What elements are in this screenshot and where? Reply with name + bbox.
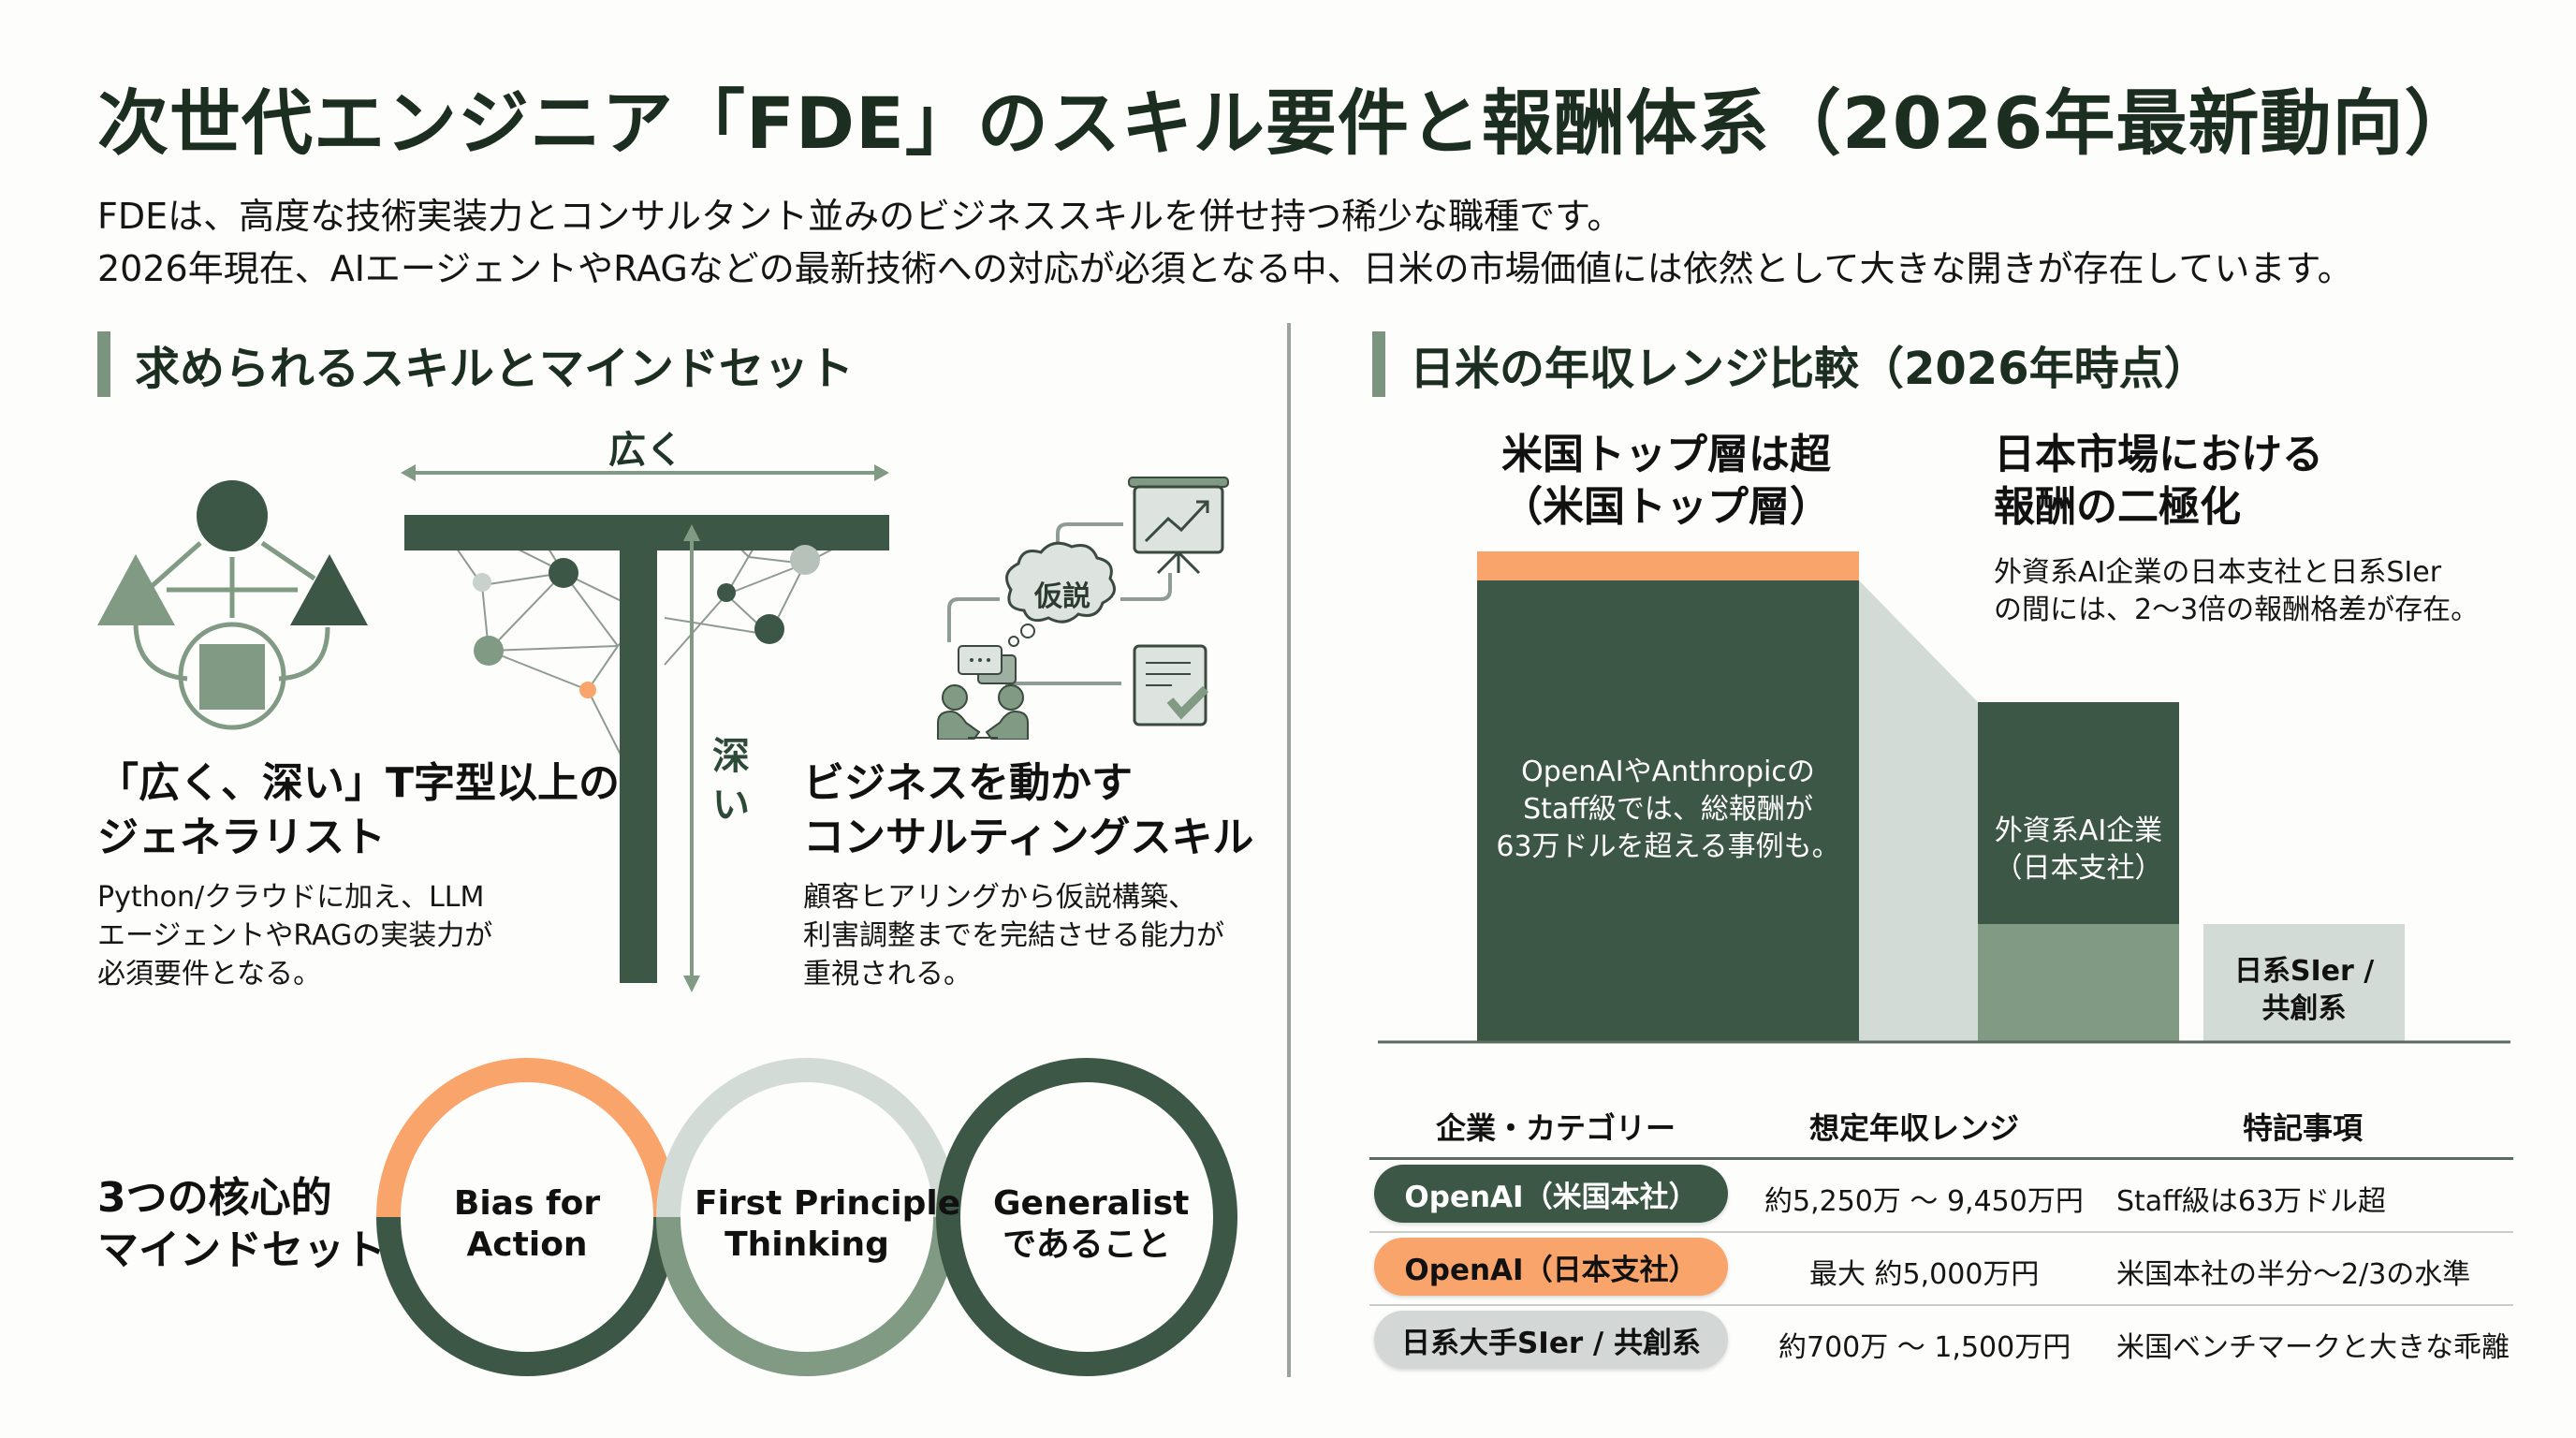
table-row-1-category: OpenAI（米国本社） (1374, 1165, 1728, 1223)
us-top-heading-line-1: 米国トップ層は超 (1501, 431, 1831, 478)
bar-sier-label: 日系SIer / 共創系 (2203, 953, 2405, 1028)
bar-us-label-line-3: 63万ドルを超える事例も。 (1496, 830, 1840, 863)
lead-line-2: 2026年現在、AIエージェントやRAGなどの最新技術への対応が必須となる中、日… (97, 248, 2353, 289)
ring-first-principle: First Principle Thinking (695, 1183, 961, 1266)
column-divider (1287, 323, 1291, 1377)
bar-foreign-jp-line-2: （日本支社） (1994, 852, 2163, 885)
ring-bias-for-action: Bias for Action (433, 1183, 621, 1266)
bar-sier-line-1: 日系SIer / (2233, 955, 2375, 988)
page-title: 次世代エンジニア「FDE」のスキル要件と報酬体系（2026年最新動向） (97, 81, 2477, 165)
consulting-block: ビジネスを動かす コンサルティングスキル 顧客ヒアリングから仮説構築、 利害調整… (803, 756, 1253, 993)
deep-label: 深い (712, 735, 750, 827)
ring-2-line-2: Thinking (724, 1225, 889, 1264)
generalist-body-line-2: エージェントやRAGの実装力が (97, 919, 493, 952)
table-header-category: 企業・カテゴリー (1435, 1110, 1676, 1146)
table-row-1-range: 約5,250万 〜 9,450万円 (1764, 1185, 2084, 1218)
generalist-title-line-1: 「広く、深い」T字型以上の (97, 759, 621, 807)
table-row-rule (1369, 1304, 2513, 1306)
consulting-title-line-1: ビジネスを動かす (803, 759, 1133, 807)
jp-market-heading-line-2: 報酬の二極化 (1994, 483, 2241, 531)
mindset-rings (376, 1058, 1237, 1376)
table-row-rule (1369, 1231, 2513, 1233)
consulting-body-line-1: 顧客ヒアリングから仮説構築、 (803, 881, 1196, 914)
jp-market-note-line-1: 外資系AI企業の日本支社と日系SIer (1994, 556, 2442, 589)
section-heading-text: 求められるスキルとマインドセット (135, 343, 855, 395)
bar-foreign-jp-line-1: 外資系AI企業 (1994, 814, 2163, 847)
bar-us-label-line-2: Staff級では、総報酬が (1523, 793, 1813, 826)
ring-1-line-1: Bias for (453, 1184, 601, 1223)
wide-label: 広く (608, 429, 683, 472)
salary-bar-chart (1378, 551, 2510, 1044)
mindset-label-line-2: マインドセット (97, 1226, 386, 1274)
t-shape-diagram (401, 464, 889, 992)
lead-line-1: FDEは、高度な技術実装力とコンサルタント並みのビジネススキルを併せ持つ稀少な職… (97, 196, 1623, 237)
section-heading-salary: 日米の年収レンジ比較（2026年時点） (1372, 331, 2209, 397)
table-row-2-note: 米国本社の半分〜2/3の水準 (2116, 1258, 2471, 1291)
section-heading-skills: 求められるスキルとマインドセット (97, 331, 854, 397)
bar-foreign-jp-label: 外資系AI企業 （日本支社） (1978, 813, 2179, 888)
ring-2-line-1: First Principle (695, 1184, 961, 1223)
generalist-body-line-1: Python/クラウドに加え、LLM (97, 881, 485, 914)
generalist-block: 「広く、深い」T字型以上の ジェネラリスト Python/クラウドに加え、LLM… (97, 756, 620, 993)
table-row-1-note: Staff級は63万ドル超 (2116, 1185, 2387, 1218)
table-header-range: 想定年収レンジ (1808, 1110, 2019, 1146)
jp-market-heading-line-1: 日本市場における (1994, 431, 2323, 478)
us-top-heading-line-2: （米国トップ層） (1501, 483, 1831, 531)
consulting-illustration (937, 477, 1229, 740)
ring-generalist: Generalist であること (993, 1183, 1190, 1266)
table-header-rule (1369, 1157, 2513, 1160)
us-top-heading: 米国トップ層は超 （米国トップ層） (1498, 429, 1835, 534)
ring-3-line-2: であること (1003, 1225, 1171, 1264)
mindset-label: 3つの核心的 マインドセット (97, 1172, 386, 1277)
generalist-shapes-icon (97, 480, 368, 730)
table-row-3-note: 米国ベンチマークと大きな乖離 (2116, 1331, 2510, 1364)
ring-1-line-2: Action (466, 1225, 588, 1264)
generalist-title-line-2: ジェネラリスト (97, 814, 386, 861)
section-heading-text: 日米の年収レンジ比較（2026年時点） (1410, 343, 2209, 395)
heading-accent-bar (97, 331, 110, 397)
consulting-body-line-2: 利害調整までを完結させる能力が (803, 919, 1224, 952)
consulting-title-line-2: コンサルティングスキル (803, 814, 1254, 861)
generalist-body-line-3: 必須要件となる。 (97, 958, 322, 990)
bar-us-label-line-1: OpenAIやAnthropicの (1521, 756, 1815, 788)
bar-sier-line-2: 共創系 (2261, 992, 2347, 1025)
hypothesis-label: 仮説 (1034, 580, 1090, 613)
table-row-2-category: OpenAI（日本支社） (1374, 1238, 1728, 1296)
consulting-body-line-3: 重視される。 (803, 958, 972, 990)
table-row-2-range: 最大 約5,000万円 (1809, 1258, 2040, 1291)
heading-accent-bar (1372, 331, 1385, 397)
table-row-3-category: 日系大手SIer / 共創系 (1374, 1311, 1728, 1369)
bar-us-label: OpenAIやAnthropicの Staff級では、総報酬が 63万ドルを超え… (1477, 754, 1859, 866)
table-header-note: 特記事項 (2242, 1110, 2363, 1146)
mindset-label-line-1: 3つの核心的 (97, 1174, 332, 1222)
table-row-3-range: 約700万 〜 1,500万円 (1778, 1331, 2071, 1364)
jp-market-note-line-2: の間には、2〜3倍の報酬格差が存在。 (1994, 594, 2480, 626)
jp-market-heading: 日本市場における 報酬の二極化 外資系AI企業の日本支社と日系SIer の間には… (1994, 429, 2479, 629)
ring-3-line-1: Generalist (993, 1184, 1190, 1223)
